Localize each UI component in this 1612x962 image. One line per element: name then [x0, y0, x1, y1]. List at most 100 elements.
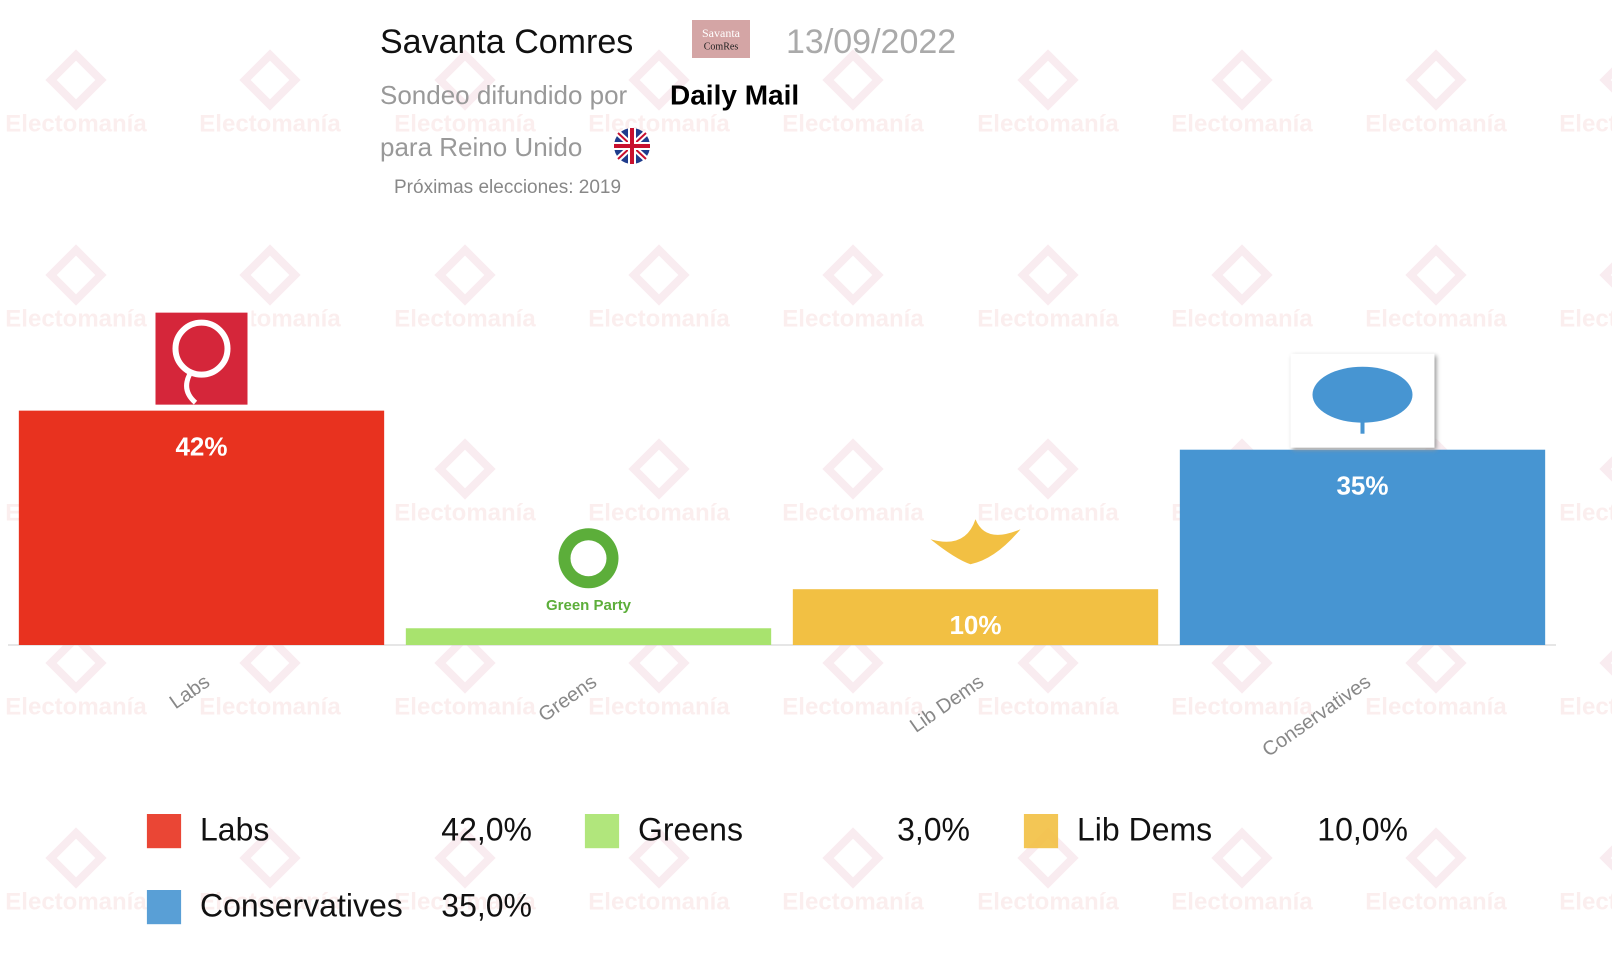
- watermark-icon: [628, 632, 690, 694]
- party-logo: [151, 308, 252, 409]
- watermark-text: Electomanía: [394, 305, 536, 332]
- watermark-icon: [822, 827, 884, 889]
- party-logo: [930, 519, 1021, 565]
- bar: [792, 589, 1159, 645]
- watermark-text: Electomanía: [1365, 305, 1507, 332]
- watermark-icon: [1599, 67, 1612, 93]
- watermark-icon: [239, 632, 301, 694]
- watermark-text: Electomanía: [782, 499, 924, 526]
- flag: [614, 128, 650, 164]
- watermark-icon: [1017, 632, 1079, 694]
- watermark-icon: [822, 244, 884, 306]
- watermark-icon: [45, 632, 107, 694]
- watermark-text: Electomanía: [1365, 110, 1507, 137]
- watermark-icon: [239, 827, 301, 889]
- watermark-text: Electomanía: [394, 888, 536, 915]
- watermark-icon: [822, 438, 884, 500]
- legend-name: Conservatives: [200, 887, 403, 923]
- watermark-text: Electomanía: [782, 110, 924, 137]
- logo-globe: [570, 540, 607, 577]
- watermark-text: Electomanía: [394, 110, 536, 137]
- watermark-icon: [1405, 244, 1467, 306]
- watermark-text: Electomanía: [977, 110, 1119, 137]
- watermark-text: Electomanía: [1171, 305, 1313, 332]
- next-elections: Próximas elecciones: 2019: [394, 177, 621, 198]
- watermark-text: Electomanía: [1171, 888, 1313, 915]
- watermark-text: Electomanía: [977, 888, 1119, 915]
- legend-swatch: [146, 814, 182, 849]
- watermark-text: Electomanía: [588, 305, 730, 332]
- watermark-text: Electomanía: [394, 499, 536, 526]
- watermark-icon: [45, 244, 107, 306]
- country: para Reino Unido: [380, 132, 582, 162]
- watermark-icon: [239, 49, 301, 111]
- watermark-icon: [1211, 827, 1273, 889]
- bar: [1179, 449, 1546, 645]
- legend-value: 3,0%: [897, 811, 970, 847]
- value-label: 42%: [175, 432, 227, 462]
- watermark-text: Electomanía: [782, 305, 924, 332]
- watermark-icon: [628, 244, 690, 306]
- watermark-icon: [1017, 827, 1079, 889]
- watermark-text: Electomanía: [394, 693, 536, 720]
- watermark-text: Electomanía: [588, 499, 730, 526]
- watermark-text: Electomanía: [588, 693, 730, 720]
- published-by: Sondeo difundido por: [380, 80, 628, 110]
- watermark-text: Electomanía: [1559, 888, 1612, 915]
- pollster-logo: [692, 20, 750, 58]
- legend-value: 10,0%: [1317, 811, 1408, 847]
- watermark-text: Electomanía: [588, 110, 730, 137]
- watermark-text: Electomanía: [977, 305, 1119, 332]
- logo-label: Green Party: [546, 597, 632, 614]
- watermark-icon: [1405, 827, 1467, 889]
- legend-swatch: [584, 814, 620, 849]
- value-label: 35%: [1336, 471, 1388, 501]
- watermark-icon: [1599, 650, 1612, 676]
- watermark-icon: [1599, 262, 1612, 288]
- watermark-icon: [434, 244, 496, 306]
- legend-swatch: [1023, 814, 1059, 849]
- watermark-icon: [1599, 845, 1612, 871]
- logo-rose: [172, 319, 231, 378]
- watermark-icon: [239, 244, 301, 306]
- watermark-text: Electomanía: [1559, 305, 1612, 332]
- watermark-text: Electomanía: [199, 110, 341, 137]
- party-logo: [1290, 353, 1435, 448]
- watermark-text: Electomanía: [977, 499, 1119, 526]
- watermark-text: Electomanía: [782, 693, 924, 720]
- watermark-icon: [1405, 632, 1467, 694]
- watermark-icon: [822, 49, 884, 111]
- watermark-text: Electomanía: [199, 693, 341, 720]
- watermark-icon: [628, 438, 690, 500]
- watermark-icon: [1017, 438, 1079, 500]
- watermark-text: Electomanía: [1559, 693, 1612, 720]
- watermark-text: Electomanía: [5, 693, 147, 720]
- watermark-icon: [434, 438, 496, 500]
- watermark-icon: [628, 49, 690, 111]
- legend-name: Greens: [638, 811, 743, 847]
- pollster-logo-text: Savanta: [702, 26, 741, 40]
- logo-bird: [930, 519, 1021, 565]
- watermark-text: Electomanía: [1171, 693, 1313, 720]
- watermark-text: Electomanía: [1365, 888, 1507, 915]
- legend-value: 35,0%: [441, 887, 532, 923]
- party-logo: Green Party: [546, 528, 632, 614]
- legend-swatch: [146, 890, 182, 925]
- watermark-icon: [434, 827, 496, 889]
- pollster-logo-text: ComRes: [704, 41, 739, 52]
- watermark-icon: [434, 632, 496, 694]
- logo-stem: [184, 373, 198, 405]
- watermark-icon: [1211, 632, 1273, 694]
- watermark-text: Electomanía: [1559, 110, 1612, 137]
- watermark-text: Electomanía: [1365, 693, 1507, 720]
- watermark-text: Electomanía: [5, 110, 147, 137]
- watermark-icon: [1405, 49, 1467, 111]
- watermark-icon: [45, 827, 107, 889]
- watermark-text: Electomanía: [199, 888, 341, 915]
- watermark-icon: [1599, 456, 1612, 482]
- legend-name: Labs: [200, 811, 269, 847]
- watermark-text: Electomanía: [588, 888, 730, 915]
- watermark-icon: [45, 49, 107, 111]
